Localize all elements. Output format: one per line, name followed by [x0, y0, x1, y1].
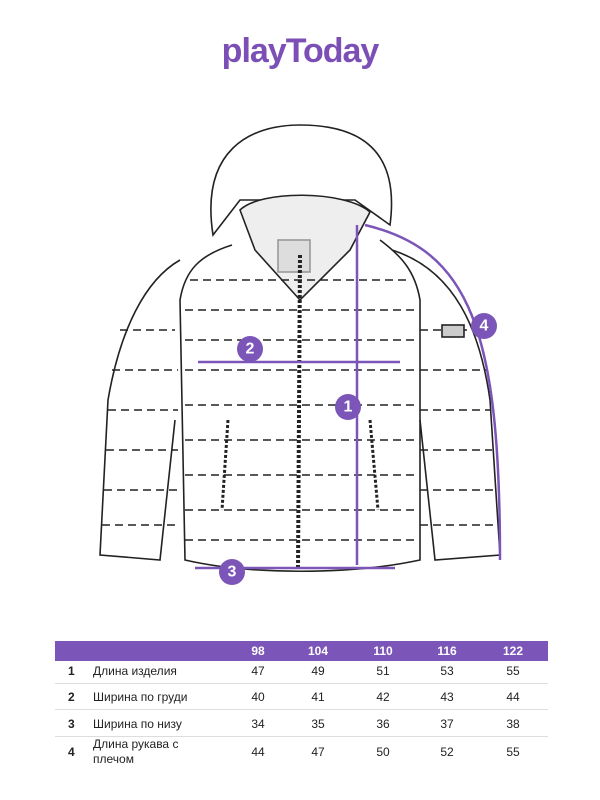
row-label: Ширина по груди: [93, 690, 188, 704]
row-separator: [55, 683, 548, 684]
row-value: 51: [376, 664, 390, 678]
row-value: 47: [251, 664, 265, 678]
row-number: 2: [68, 690, 75, 704]
marker: 3: [228, 564, 237, 581]
marker: 2: [246, 341, 255, 358]
row-value: 55: [506, 664, 520, 678]
row-value: 42: [376, 690, 390, 704]
row-label: Ширина по низу: [93, 717, 182, 731]
row-value: 38: [506, 717, 520, 731]
marker: 4: [480, 318, 489, 335]
row-value: 49: [311, 664, 325, 678]
row-value: 50: [376, 745, 390, 759]
row-label: Длина рукава с плечом: [93, 737, 179, 766]
size-header: 110: [373, 644, 393, 658]
size-header: 116: [437, 644, 457, 658]
row-number: 4: [68, 745, 75, 759]
size-header: 104: [307, 644, 329, 658]
row-value: 35: [311, 717, 325, 731]
row-number: 3: [68, 717, 75, 731]
brand-logo: playToday: [221, 32, 380, 70]
row-label: Длина изделия: [93, 664, 177, 678]
size-header: 122: [502, 644, 524, 658]
row-value: 36: [376, 717, 390, 731]
row-value: 47: [311, 745, 325, 759]
row-separator: [55, 709, 548, 710]
row-value: 41: [311, 690, 325, 704]
row-number: 1: [68, 664, 75, 678]
marker: 1: [344, 399, 353, 416]
table-header: [55, 641, 548, 661]
row-value: 44: [251, 745, 265, 759]
row-value: 52: [440, 745, 454, 759]
row-value: 43: [440, 690, 454, 704]
row-separator: [55, 736, 548, 737]
row-value: 40: [251, 690, 265, 704]
row-value: 44: [506, 690, 520, 704]
size-header: 98: [251, 644, 265, 658]
row-value: 55: [506, 745, 520, 759]
row-value: 34: [251, 717, 265, 731]
jacket-drawing: 1 2 3 4: [99, 124, 502, 585]
row-value: 37: [440, 717, 454, 731]
row-value: 53: [440, 664, 454, 678]
